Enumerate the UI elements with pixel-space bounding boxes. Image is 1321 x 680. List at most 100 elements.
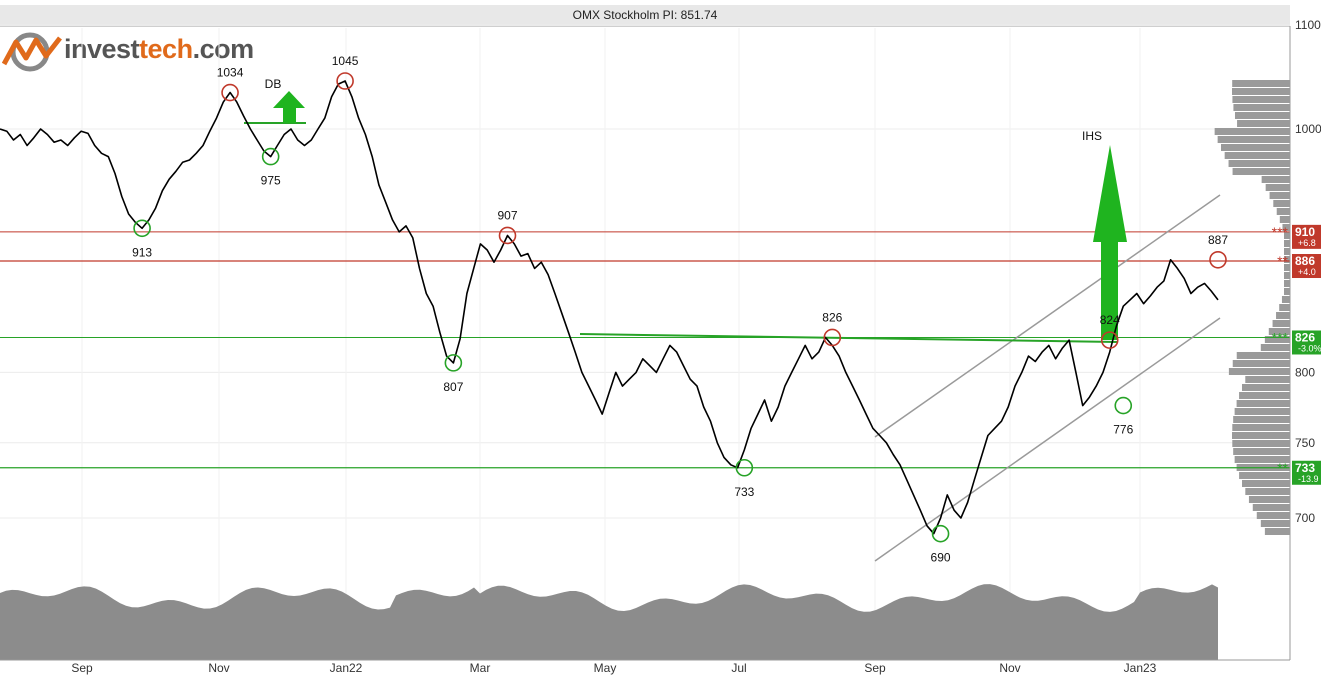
investtech-logo-icon [2,32,62,72]
volume-profile-bar [1232,440,1290,447]
y-tick-label: 800 [1295,365,1315,379]
top-marker [1100,331,1119,349]
volume-profile-bar [1284,288,1290,295]
volume-profile-bar [1224,152,1290,159]
x-tick-label: Nov [208,661,229,675]
x-tick-label: Sep [71,661,93,675]
volume-profile-bar [1232,88,1290,95]
x-tick-label: Jan22 [330,661,363,675]
volume-profile-bar [1233,448,1290,455]
volume-profile-bar [1272,320,1290,327]
turning-point-label: 975 [261,174,281,188]
pattern-markers: DB IHS [244,77,1127,343]
volume-profile-bar [1265,184,1290,191]
volume-profile-bar [1276,208,1290,215]
volume-profile-bar [1232,360,1290,367]
volume-profile-bar [1284,264,1290,271]
volume-profile-bar [1284,248,1290,255]
turning-point-label: 826 [822,310,842,324]
volume-profile-bar [1234,456,1290,463]
price-series [0,80,1219,535]
level-tag [1292,224,1321,249]
volume-profile-bar [1234,408,1290,415]
db-label: DB [265,77,282,91]
x-tick-label: Mar [470,661,491,675]
volume-profile-bar [1233,416,1290,423]
db-arrow [273,91,305,123]
y-tick-label: 1000 [1295,122,1321,136]
ihs-neckline [579,333,1118,343]
y-tick-label: 1100 [1295,18,1321,32]
turning-point-label: 807 [443,380,463,394]
level-stars: *** [1272,224,1289,240]
level-pct: -3.0% [1298,343,1321,353]
level-pct: -13.9 [1298,474,1319,484]
volume-profile-bar [1237,120,1290,127]
top-marker [221,83,239,102]
x-tick-label: Jan23 [1124,661,1157,675]
volume-profile-bar [1279,304,1290,311]
bottom-marker [444,354,463,372]
volume-profile-bar [1228,160,1290,167]
volume-profile-bar [1232,80,1290,87]
volume-profile-bar [1233,104,1290,111]
volume-profile-bar [1236,400,1290,407]
turning-point-label: 776 [1113,423,1133,437]
volume-profile-bar [1268,328,1290,335]
trend-channel [874,194,1221,562]
volume-profile-bar [1239,472,1290,479]
volume-profile-bar [1239,392,1290,399]
volume-profile-bar [1232,96,1290,103]
volume-profile-bar [1232,168,1290,175]
volume-profile-bar [1221,144,1290,151]
volume-profile-bar [1284,280,1290,287]
volume-profile-bar [1242,480,1290,487]
volume-profile-bar [1232,432,1290,439]
price-line [0,80,1219,535]
turning-point-label: 690 [931,551,951,565]
y-tick-label: 700 [1295,511,1315,525]
level-stars: *** [1272,329,1289,345]
x-tick-label: Jul [731,661,746,675]
investtech-logo-text: investtech.com [64,34,254,65]
top-marker [1209,250,1227,269]
volume-profile-bar [1264,528,1290,535]
volume-profile-bar [1264,336,1290,343]
volume-profile-bar [1228,368,1290,375]
level-pct: +4.0 [1298,267,1316,277]
channel-lower [874,317,1221,562]
volume-area [0,80,1290,660]
logo-text-accent: tech [139,34,193,64]
level-stars: ** [1277,460,1288,476]
chart-title-bar [0,5,1290,27]
volume-profile-bar [1284,232,1290,239]
level-tag [1292,460,1321,485]
turning-point-label: 733 [734,485,754,499]
turning-point-label: 887 [1208,233,1228,247]
volume-profile-bar [1284,272,1290,279]
turning-points: 1034 1045 975 913 907 807 733 826 690 824 776 887 [132,54,1228,565]
volume-profile-bar [1261,176,1290,183]
level-stars: ** [1277,253,1288,269]
level-tag [1292,330,1321,355]
turning-point-label: 913 [132,245,152,259]
bottom-marker [931,524,950,543]
volume-area-fill [0,584,1218,660]
logo-text-suffix: .com [192,34,255,64]
level-tag [1292,254,1321,279]
logo-text-main: invest [64,34,140,64]
volume-profile-bar [1282,224,1290,231]
turning-point-label: 907 [497,208,517,222]
level-value: 826 [1295,330,1315,344]
volume-profile-bar [1232,424,1290,431]
volume-profile-bar [1234,112,1290,119]
bottom-marker [1114,396,1133,415]
volume-profile-bar [1260,344,1290,351]
volume-profile-bar [1279,216,1290,223]
volume-profile-bar [1284,240,1290,247]
top-marker [336,72,354,90]
top-marker [498,226,517,245]
volume-profile-bar [1252,504,1290,511]
bottom-marker [735,458,754,477]
volume-profile-bar [1248,496,1290,503]
